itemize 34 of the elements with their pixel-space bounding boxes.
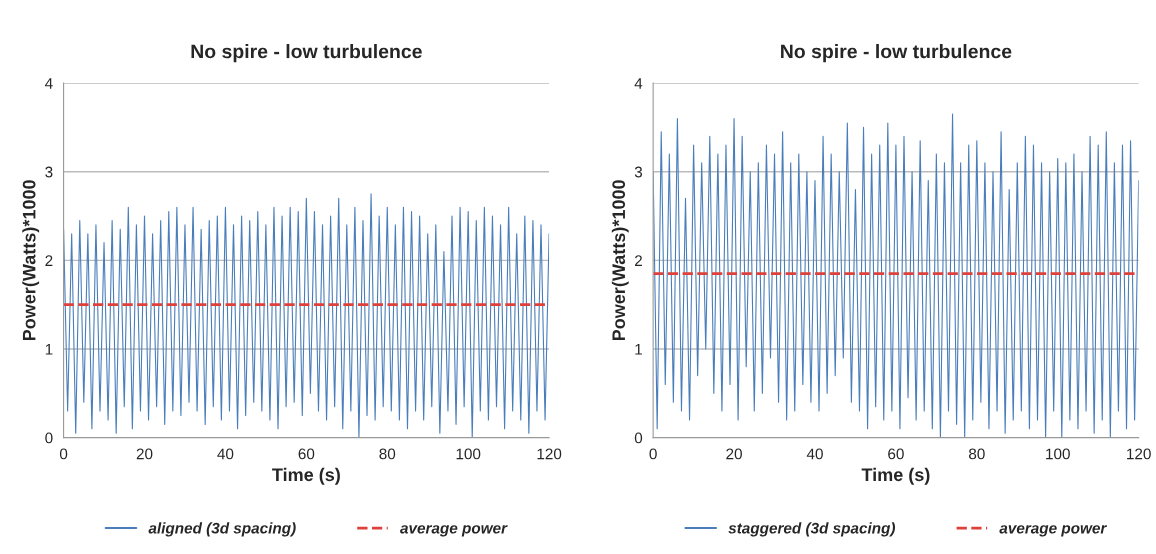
x-tick-label: 0	[649, 448, 657, 460]
x-tick-label: 60	[888, 448, 904, 460]
x-tick-label: 120	[1127, 448, 1151, 460]
y-tick-label: 0	[45, 432, 53, 444]
x-tick-label: 80	[968, 448, 985, 460]
y-tick-label: 2	[635, 255, 642, 266]
legend-label: average power	[999, 525, 1108, 537]
x-tick-label: 20	[136, 448, 153, 460]
x-tick-label: 0	[59, 448, 68, 460]
x-axis-title: Time (s)	[272, 467, 340, 485]
x-tick-label: 60	[298, 448, 315, 460]
y-tick-label: 2	[45, 255, 53, 266]
x-tick-label: 120	[537, 448, 562, 460]
chart-title: No spire - low turbulence	[781, 44, 1012, 63]
legend-label: average power	[400, 525, 508, 537]
legend-label: aligned (3d spacing)	[148, 522, 296, 537]
x-tick-label: 100	[456, 448, 481, 460]
x-tick-label: 40	[806, 448, 823, 460]
y-tick-label: 1	[45, 344, 53, 355]
legend-label: staggered (3d spacing)	[728, 522, 896, 537]
y-tick-label: 3	[45, 166, 53, 178]
y-tick-label: 3	[634, 166, 643, 178]
x-tick-label: 20	[726, 448, 742, 460]
x-tick-label: 40	[217, 448, 234, 460]
x-tick-label: 80	[379, 448, 396, 460]
y-tick-label: 4	[45, 78, 53, 89]
y-axis-title: Power(Watts)*1000	[22, 180, 40, 341]
y-tick-label: 1	[635, 344, 642, 355]
x-tick-label: 100	[1046, 448, 1070, 460]
y-tick-label: 4	[634, 78, 643, 89]
x-axis-title: Time (s)	[861, 467, 930, 485]
y-tick-label: 0	[634, 432, 643, 444]
chart-title: No spire - low turbulence	[191, 44, 422, 63]
y-axis-title: Power(Watts)*1000	[611, 180, 629, 341]
